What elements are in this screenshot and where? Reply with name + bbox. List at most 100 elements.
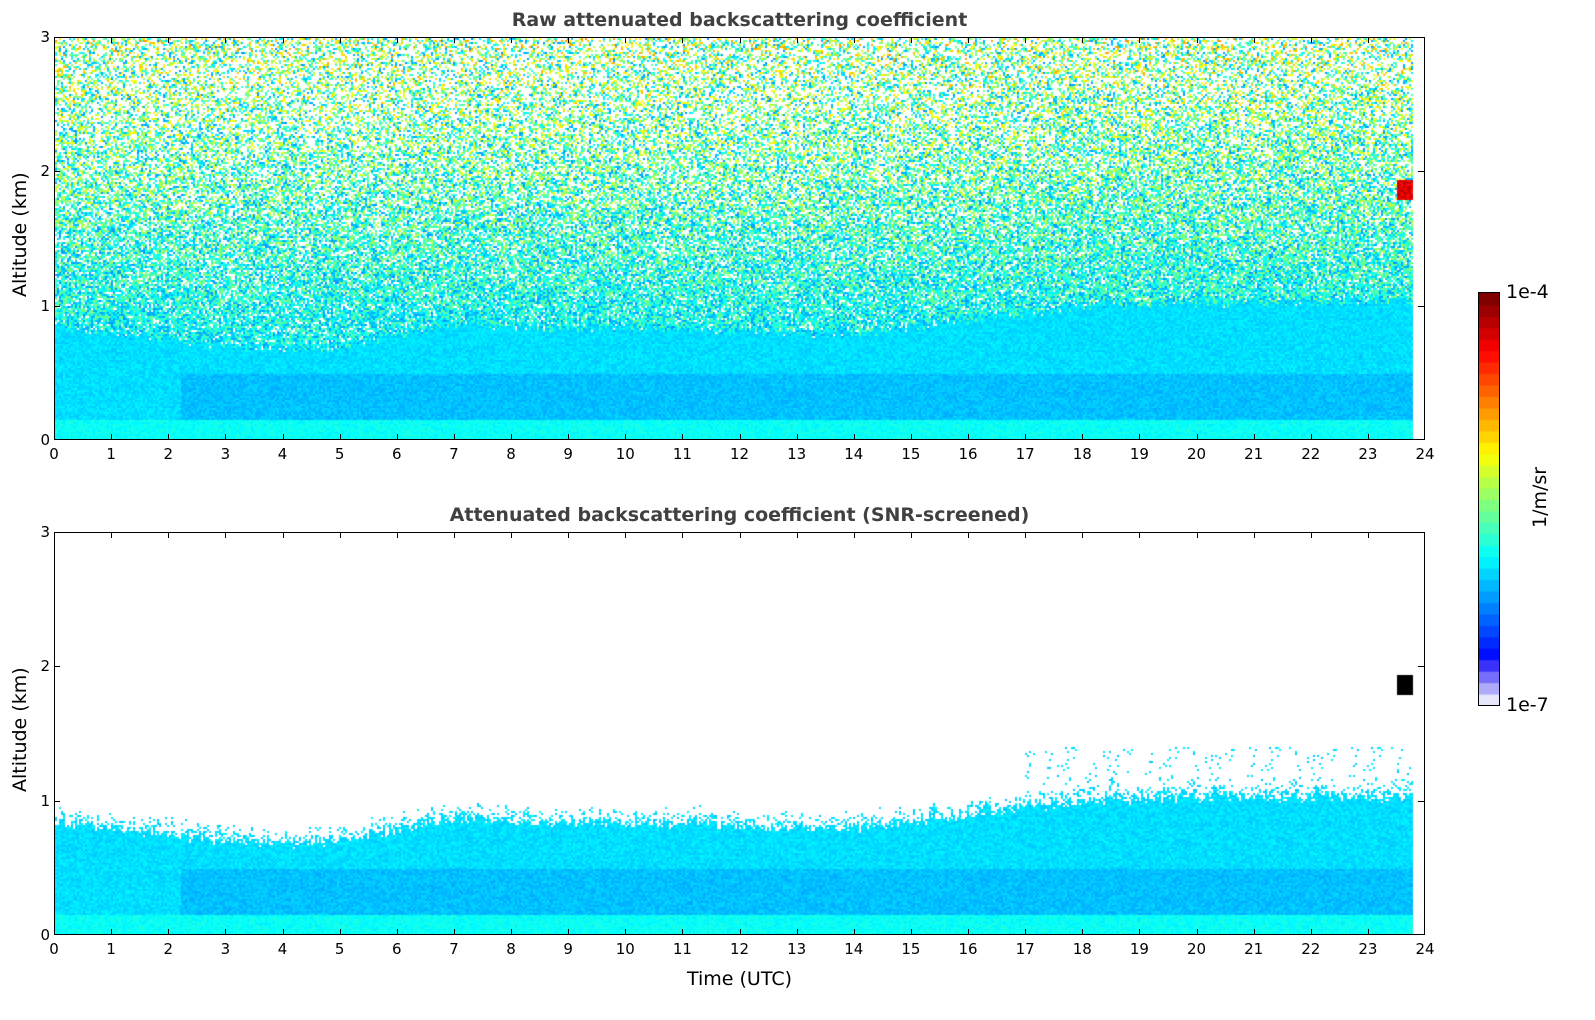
x-tick-mark bbox=[1025, 532, 1027, 538]
x-tick-label: 10 bbox=[615, 940, 635, 958]
x-tick-label: 18 bbox=[1072, 445, 1092, 463]
bottom-plot-title: Attenuated backscattering coefficient (S… bbox=[449, 504, 1030, 526]
x-tick-mark bbox=[853, 929, 855, 935]
x-tick-label: 10 bbox=[615, 445, 635, 463]
x-tick-label: 17 bbox=[1015, 940, 1035, 958]
colorbar-max-label: 1e-4 bbox=[1506, 281, 1549, 303]
x-tick-mark bbox=[511, 37, 512, 43]
x-tick-mark bbox=[1253, 434, 1255, 440]
x-tick-mark bbox=[1139, 434, 1141, 440]
x-tick-mark bbox=[910, 434, 912, 440]
x-tick-mark bbox=[168, 929, 170, 935]
x-tick-mark bbox=[339, 434, 341, 440]
y-tick-mark bbox=[1418, 800, 1424, 802]
x-tick-mark bbox=[225, 929, 227, 935]
x-tick-mark bbox=[1253, 532, 1255, 538]
x-tick-mark bbox=[1082, 532, 1084, 538]
x-tick-mark bbox=[168, 434, 170, 440]
bottom-y-axis-label: Altitude (km) bbox=[9, 667, 31, 792]
x-tick-mark bbox=[168, 37, 170, 43]
x-tick-label: 8 bbox=[506, 445, 516, 463]
x-tick-mark bbox=[453, 532, 455, 538]
x-tick-mark bbox=[1310, 434, 1312, 440]
y-tick-mark bbox=[54, 800, 60, 802]
x-tick-mark bbox=[682, 929, 684, 935]
x-tick-mark bbox=[1367, 929, 1369, 935]
x-tick-mark bbox=[396, 929, 398, 935]
x-tick-mark bbox=[968, 434, 969, 440]
x-tick-label: 3 bbox=[220, 940, 231, 958]
x-tick-mark bbox=[568, 929, 570, 935]
x-tick-mark bbox=[1196, 532, 1198, 538]
x-tick-label: 6 bbox=[391, 445, 402, 463]
colorbar-min-label: 1e-7 bbox=[1506, 694, 1549, 716]
x-tick-label: 5 bbox=[334, 445, 345, 463]
y-tick-label: 1 bbox=[40, 791, 50, 810]
x-tick-mark bbox=[853, 37, 855, 43]
x-tick-label: 3 bbox=[220, 445, 231, 463]
x-tick-label: 13 bbox=[787, 445, 807, 463]
y-tick-label: 1 bbox=[40, 296, 50, 315]
y-tick-label: 0 bbox=[40, 431, 50, 449]
x-tick-label: 4 bbox=[277, 940, 288, 958]
x-tick-mark bbox=[111, 929, 113, 935]
x-tick-mark bbox=[225, 532, 227, 538]
x-tick-mark bbox=[1082, 929, 1084, 935]
y-tick-mark bbox=[54, 666, 60, 668]
x-tick-mark bbox=[739, 532, 741, 538]
x-tick-mark bbox=[111, 434, 113, 440]
x-tick-label: 16 bbox=[958, 940, 978, 958]
x-tick-mark bbox=[682, 434, 684, 440]
x-tick-label: 2 bbox=[163, 445, 174, 463]
x-tick-label: 8 bbox=[506, 940, 516, 958]
x-tick-label: 20 bbox=[1186, 445, 1207, 463]
x-tick-mark bbox=[339, 929, 341, 935]
x-tick-mark bbox=[1310, 532, 1312, 538]
x-tick-mark bbox=[910, 532, 912, 538]
x-tick-mark bbox=[796, 434, 798, 440]
x-tick-mark bbox=[168, 532, 170, 538]
x-tick-mark bbox=[853, 532, 855, 538]
x-tick-mark bbox=[1196, 37, 1198, 43]
x-tick-mark bbox=[682, 37, 684, 43]
x-tick-mark bbox=[1310, 37, 1312, 43]
x-tick-mark bbox=[739, 37, 741, 43]
x-tick-label: 7 bbox=[449, 445, 459, 463]
x-tick-mark bbox=[625, 929, 627, 935]
x-tick-mark bbox=[568, 434, 570, 440]
x-tick-mark bbox=[225, 37, 227, 43]
top-plot-area bbox=[54, 37, 1425, 440]
x-tick-mark bbox=[1139, 532, 1141, 538]
x-tick-mark bbox=[511, 929, 512, 935]
x-tick-mark bbox=[282, 37, 284, 43]
top-y-axis-label: Altitude (km) bbox=[9, 172, 31, 297]
x-tick-mark bbox=[568, 532, 570, 538]
x-tick-label: 7 bbox=[449, 940, 459, 958]
x-tick-mark bbox=[339, 37, 341, 43]
x-tick-mark bbox=[1025, 434, 1027, 440]
x-tick-label: 0 bbox=[49, 940, 59, 958]
x-tick-label: 18 bbox=[1072, 940, 1092, 958]
x-tick-mark bbox=[1196, 434, 1198, 440]
x-tick-label: 22 bbox=[1301, 445, 1321, 463]
x-tick-mark bbox=[453, 434, 455, 440]
x-tick-mark bbox=[796, 37, 798, 43]
x-tick-mark bbox=[910, 929, 912, 935]
y-tick-label: 2 bbox=[40, 657, 50, 676]
x-tick-label: 14 bbox=[844, 940, 864, 958]
x-tick-mark bbox=[511, 532, 512, 538]
x-tick-mark bbox=[968, 37, 969, 43]
x-tick-label: 23 bbox=[1358, 445, 1378, 463]
x-tick-mark bbox=[682, 532, 684, 538]
x-tick-label: 21 bbox=[1244, 940, 1264, 958]
x-tick-label: 6 bbox=[391, 940, 402, 958]
x-tick-mark bbox=[625, 37, 627, 43]
x-tick-label: 24 bbox=[1415, 940, 1435, 958]
x-tick-label: 14 bbox=[844, 445, 864, 463]
x-tick-label: 11 bbox=[672, 940, 692, 958]
x-tick-mark bbox=[511, 434, 512, 440]
colorbar-label: 1/m/sr bbox=[1529, 466, 1551, 528]
x-tick-label: 19 bbox=[1129, 940, 1149, 958]
x-tick-label: 4 bbox=[277, 445, 288, 463]
